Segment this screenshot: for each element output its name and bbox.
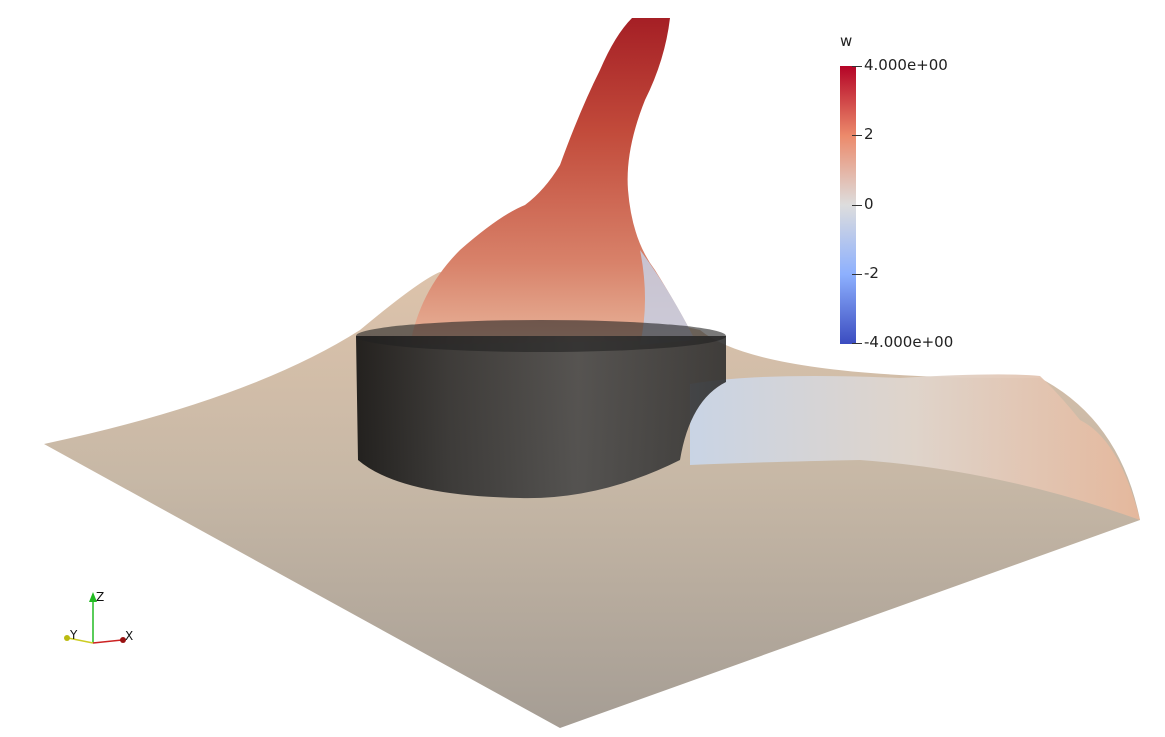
colorbar-max-label: 4.000e+00 [864, 56, 948, 75]
colorbar-tick [852, 205, 862, 206]
cylinder-obstacle [356, 320, 726, 499]
colorbar-label-0: 0 [864, 195, 874, 214]
colorbar-title: w [840, 32, 853, 50]
colorbar-tick [852, 135, 862, 136]
colorbar-tick [852, 343, 862, 344]
colorbar-label-minus-2: -2 [864, 264, 879, 283]
colorbar-tick [852, 66, 862, 67]
axis-y-label: Y [70, 628, 78, 642]
plume-bluish-side [640, 250, 695, 345]
orientation-axes-widget [64, 592, 126, 644]
colorbar-min-label: -4.000e+00 [864, 333, 954, 352]
axis-z-label: Z [96, 590, 105, 604]
colorbar-label-2: 2 [864, 125, 874, 144]
colorbar-tick [852, 274, 862, 275]
wake-ridge [690, 374, 1140, 520]
plume-surface [410, 18, 695, 345]
axis-x-label: X [125, 629, 134, 643]
